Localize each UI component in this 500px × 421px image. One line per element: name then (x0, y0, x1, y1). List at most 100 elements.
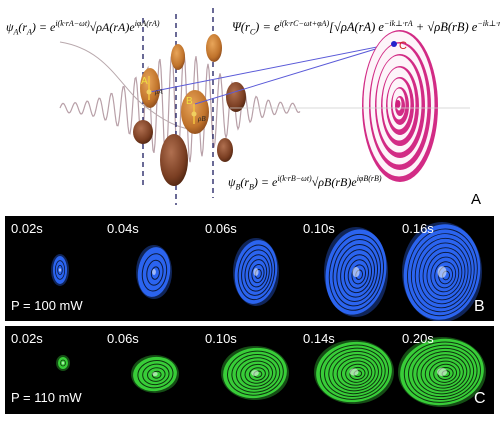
eq-psi-c-exp2: −ik⊥·rA (383, 19, 413, 28)
gaussian-envelope (59, 41, 201, 131)
pattern-ring (349, 366, 366, 380)
time-label-c-2: 0.06s (107, 331, 139, 346)
frame-1 (56, 355, 70, 371)
time-label-b-1: 0.02s (11, 221, 43, 236)
panel-c-green-sequence: 0.02s 0.06s 0.10s 0.14s 0.20s P = 110 mW… (5, 326, 494, 414)
pattern-ring (328, 350, 383, 395)
pattern-ring (237, 244, 276, 301)
pattern-ring (247, 259, 268, 288)
pattern-ring (231, 353, 281, 393)
eq-psi-a-sub: A (13, 27, 19, 37)
pattern-ring (420, 354, 468, 392)
label-rho-b: ρB (197, 115, 206, 123)
pattern-ring (351, 264, 367, 285)
time-label-c-1: 0.02s (11, 331, 43, 346)
pattern-ring (343, 254, 373, 294)
time-label-b-5: 0.16s (402, 221, 434, 236)
pattern-ring (146, 259, 164, 286)
pattern-ring (235, 357, 277, 390)
pattern-center (61, 361, 65, 365)
panel-letter-b: B (474, 298, 485, 315)
frame-1 (51, 254, 69, 286)
schematic-diagram: A B ρA ρB C (59, 8, 470, 205)
pattern-ring (332, 354, 379, 392)
pattern-ring (416, 351, 471, 395)
pattern-ring (407, 228, 478, 317)
power-label-b: P = 100 mW (11, 298, 83, 313)
pattern-ring (324, 347, 386, 398)
time-label-b-4: 0.10s (303, 221, 335, 236)
pattern-ring (345, 363, 369, 383)
label-point-b: B (186, 96, 193, 107)
equation-psi-b: ψB(rB) = ei(k·rB−ωt)√ρB(rB)eiφB(rB) (228, 174, 382, 191)
eq-psi-c-body: [√ρA(rA) e (329, 20, 384, 34)
eq-psi-a-argsub: A (27, 27, 32, 37)
point-c-marker (391, 41, 397, 47)
pattern-ring (60, 359, 66, 367)
pattern-ring (147, 367, 166, 382)
pattern-center (253, 268, 259, 276)
panel-letter-c: C (474, 390, 486, 407)
pattern-ring (429, 360, 461, 386)
point-b-marker (191, 111, 197, 117)
pattern-ring (151, 370, 162, 379)
equation-psi-c: Ψ(rC) = ei(k·rC−ωt+φA)[√ρA(rA) e−ik⊥·rA … (232, 19, 500, 37)
label-rho-a: ρA (154, 88, 163, 96)
pattern-ring (408, 344, 478, 400)
pattern-ring (319, 344, 390, 400)
eq-psi-b-symbol: ψ (228, 175, 236, 189)
eq-psi-a-symbol: ψ (6, 20, 14, 34)
ring-core (395, 100, 401, 108)
eq-psi-a-phase: e (129, 20, 135, 34)
time-label-b-3: 0.06s (205, 221, 237, 236)
eq-psi-b-arg: (r (240, 175, 250, 189)
time-label-c-3: 0.10s (205, 331, 237, 346)
pattern-ring (430, 256, 460, 293)
frame-3 (221, 346, 289, 400)
time-label-c-4: 0.14s (303, 331, 335, 346)
pattern-ring (434, 261, 457, 289)
time-label-b-2: 0.04s (107, 221, 139, 236)
pattern-ring (241, 249, 273, 296)
pattern-ring (403, 341, 481, 403)
pattern-center (251, 370, 259, 376)
pattern-ring (426, 251, 463, 297)
pattern-center (152, 269, 156, 275)
pattern-center (437, 266, 447, 278)
pattern-ring (414, 237, 472, 309)
wave-packet (59, 52, 301, 164)
eq-psi-b-root: √ρB(rB) (311, 175, 352, 189)
pattern-center (58, 268, 62, 272)
pattern-ring (412, 347, 475, 398)
equation-psi-a: ψA(rA) = ei(k·rA−ωt)√ρA(rA)eiφA(rA) (6, 19, 160, 36)
pattern-center (349, 368, 359, 376)
scatterer-blobs (133, 34, 246, 186)
ray-lines (149, 43, 393, 105)
eq-psi-b-rhs: ) = e (253, 175, 278, 189)
eq-psi-a-root: √ρA(rA) (89, 20, 130, 34)
frame-4 (314, 340, 394, 404)
pattern-ring (340, 360, 373, 386)
panel-letter-a: A (471, 191, 482, 208)
pattern-ring (437, 366, 454, 381)
blue-pattern-frames (51, 222, 482, 321)
pattern-ring (137, 359, 174, 389)
frame-2 (136, 245, 172, 299)
pattern-ring (150, 266, 160, 280)
pattern-ring (57, 264, 63, 276)
eq-psi-c-exp: i(k·rC−ωt+φA) (279, 19, 330, 28)
time-label-c-5: 0.20s (402, 331, 434, 346)
pattern-ring (336, 244, 378, 302)
panel-b-blue-sequence: 0.02s 0.04s 0.06s 0.10s 0.16s P = 100 mW… (5, 216, 494, 321)
pattern-center (352, 266, 360, 278)
pattern-ring (422, 247, 466, 301)
label-point-a: A (141, 76, 148, 87)
label-point-c: C (399, 40, 407, 52)
power-label-c: P = 110 mW (11, 390, 82, 405)
eq-psi-c-sub: C (249, 27, 256, 37)
frame-4 (324, 227, 388, 317)
pattern-ring (142, 363, 170, 386)
pattern-ring (141, 253, 168, 292)
interference-rings (362, 30, 438, 182)
pattern-ring (227, 350, 284, 396)
